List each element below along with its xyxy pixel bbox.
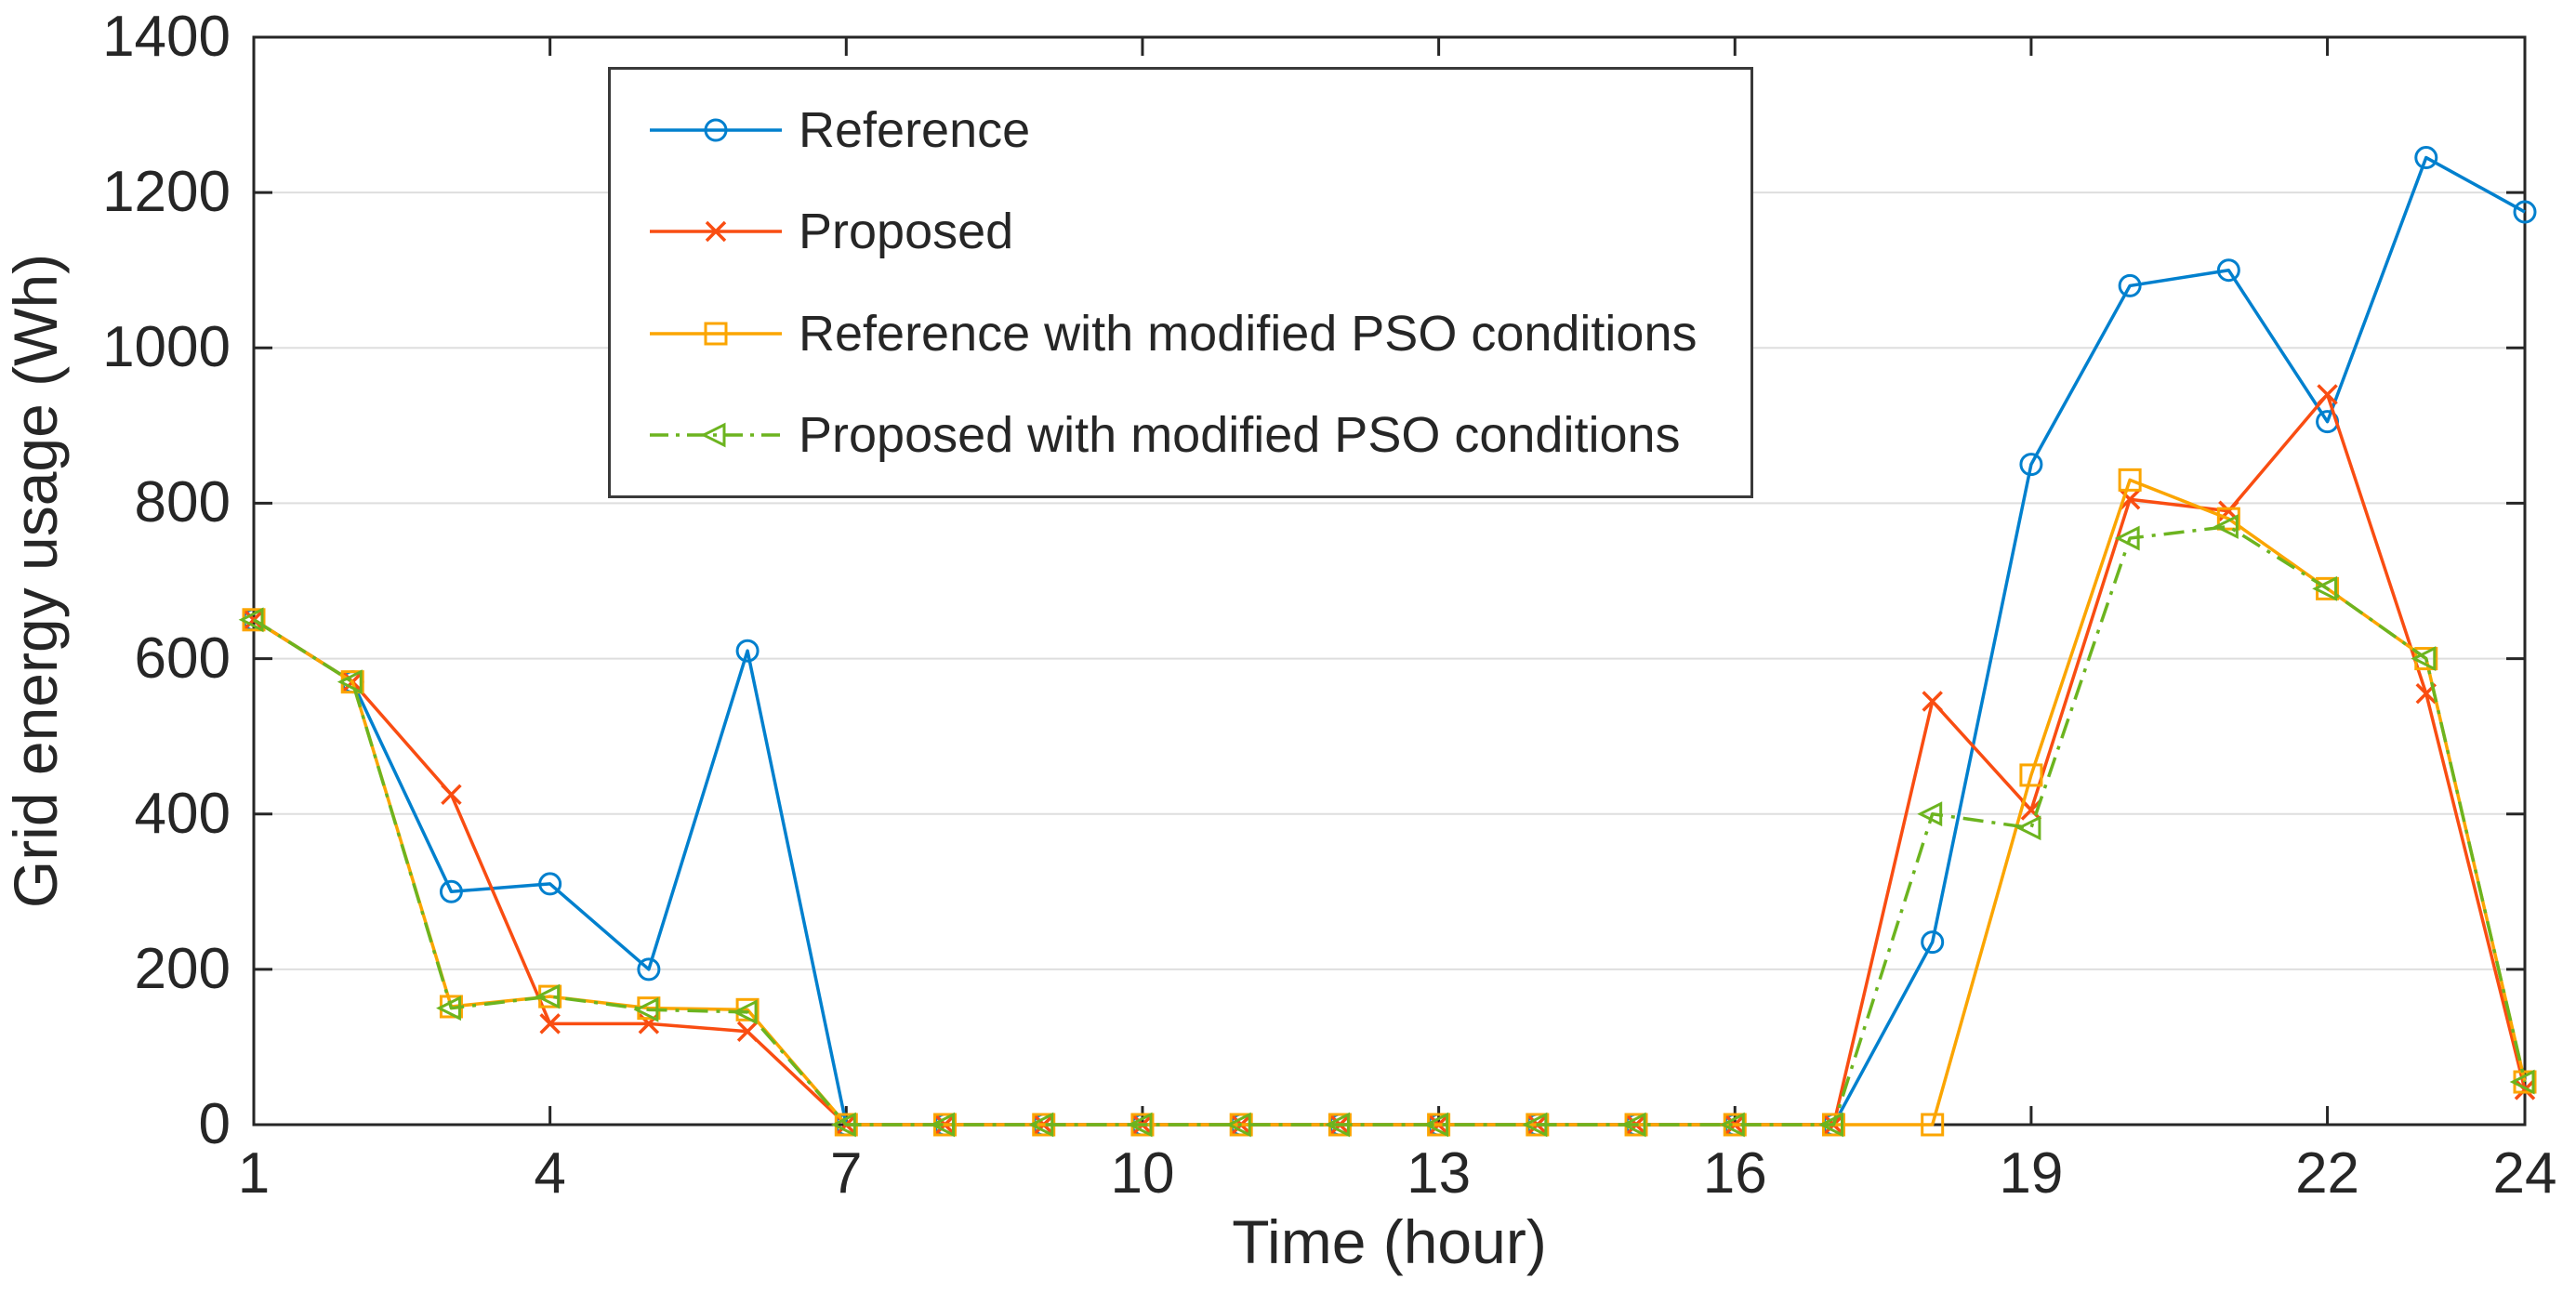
y-tick-label: 800: [134, 470, 231, 535]
x-legend-marker-icon: [650, 221, 782, 243]
y-axis-title: Grid energy usage (Wh): [1, 253, 70, 909]
x-tick-label: 22: [2295, 1141, 2360, 1206]
legend-item: Proposed: [646, 183, 1750, 280]
square-legend-marker-icon: [650, 322, 782, 346]
x-tick-label: 7: [830, 1141, 863, 1206]
series-proposed-with-modified-pso-conditions: [238, 514, 2535, 1138]
x-axis-title: Time (hour): [1232, 1207, 1547, 1276]
series-line: [253, 524, 2527, 1127]
y-tick-label: 1200: [102, 160, 231, 225]
legend-label: Reference with modified PSO conditions: [799, 305, 1698, 362]
series-line: [253, 478, 2527, 1127]
legend-item: Reference: [646, 82, 1750, 178]
series-markers: [238, 514, 2535, 1138]
x-tick-label: 19: [1999, 1141, 2064, 1206]
triangle-left-legend-marker-icon: [650, 422, 782, 448]
y-tick-label: 600: [134, 626, 231, 691]
x-tick-label: 13: [1407, 1141, 1472, 1206]
x-tick-label: 24: [2492, 1141, 2557, 1206]
legend-item: Reference with modified PSO conditions: [646, 285, 1750, 382]
legend-label: Reference: [799, 101, 1031, 158]
y-tick-label: 200: [134, 936, 231, 1001]
legend-label: Proposed: [799, 204, 1014, 260]
y-tick-label: 1000: [102, 315, 231, 380]
legend-item: Proposed with modified PSO conditions: [646, 387, 1750, 483]
y-tick-label: 0: [198, 1092, 231, 1156]
x-tick-label: 10: [1110, 1141, 1175, 1206]
legend-label: Proposed with modified PSO conditions: [799, 407, 1681, 464]
circle-legend-marker-icon: [650, 118, 782, 142]
x-tick-label: 4: [534, 1141, 566, 1206]
series-reference-with-modified-pso-conditions: [242, 468, 2537, 1137]
legend: Reference Proposed Reference with modified…: [608, 67, 1753, 498]
series-markers: [242, 468, 2537, 1137]
y-tick-label: 400: [134, 781, 231, 846]
y-tick-label: 1400: [102, 5, 231, 69]
x-tick-label: 16: [1702, 1141, 1767, 1206]
x-tick-label: 1: [237, 1141, 271, 1206]
